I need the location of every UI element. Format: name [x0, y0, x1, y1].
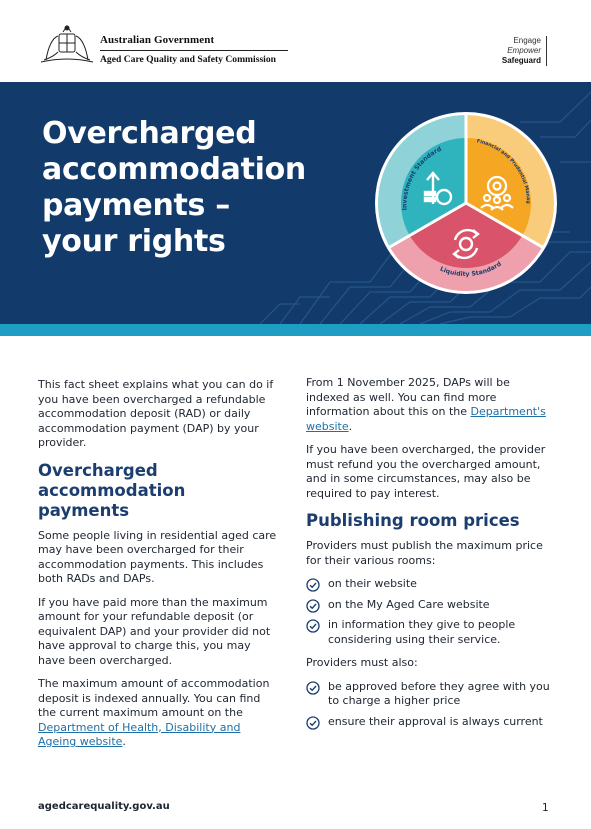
check-circle-icon — [306, 680, 320, 695]
motto-empower: Empower — [507, 46, 541, 55]
check-circle-icon — [306, 715, 320, 730]
motto: Engage Empower Safeguard — [502, 36, 547, 66]
commission-name: Aged Care Quality and Safety Commission — [100, 54, 276, 65]
list-item: on their website — [306, 577, 556, 592]
list-item-text: ensure their approval is always current — [328, 714, 543, 728]
management-team-gear-icon — [480, 175, 514, 211]
left-column: This fact sheet explains what you can do… — [38, 378, 278, 759]
paragraph: Some people living in residential aged c… — [38, 528, 277, 586]
coat-of-arms-icon — [40, 25, 94, 63]
paragraph-end: . — [348, 419, 353, 433]
title-line-3: payments – — [42, 188, 230, 223]
paragraph: Providers must also: — [306, 656, 418, 669]
list-item: in information they give to people consi… — [306, 618, 556, 647]
check-circle-icon — [306, 619, 320, 633]
paragraph-text: From 1 November 2025, DAPs will be index… — [306, 376, 510, 418]
government-logo-text: Australian Government Aged Care Quality … — [100, 34, 290, 65]
standards-wheel: Investment Standard Financial and Pruden… — [375, 112, 557, 294]
list-item-text: in information they give to people consi… — [328, 618, 516, 646]
department-health-link[interactable]: Department of Health, Disability and Age… — [38, 720, 241, 749]
page-number: 1 — [542, 802, 549, 814]
paragraph: If you have paid more than the maximum a… — [38, 595, 271, 667]
list-item-text: on the My Aged Care website — [328, 597, 490, 611]
title-line-1: Overcharged — [42, 116, 257, 151]
paragraph-end: . — [122, 735, 126, 748]
publish-locations-list: on their website on the My Aged Care web… — [306, 577, 556, 647]
title-line-2: accommodation — [42, 152, 306, 187]
intro-paragraph: This fact sheet explains what you can do… — [38, 378, 274, 449]
banner-stripe — [0, 324, 591, 336]
right-column: From 1 November 2025, DAPs will be index… — [306, 376, 556, 738]
check-circle-icon — [306, 598, 320, 613]
section-heading-room-prices: Publishing room prices — [306, 511, 520, 530]
page-title: Overcharged accommodation payments – you… — [42, 116, 342, 260]
footer-website[interactable]: agedcarequality.gov.au — [38, 801, 170, 812]
section-heading-overcharged: Overcharged accommodation payments — [38, 460, 186, 520]
list-item-text: on their website — [328, 577, 417, 590]
list-item: be approved before they agree with you t… — [306, 680, 556, 709]
motto-engage: Engage — [513, 36, 541, 45]
divider — [100, 50, 288, 51]
paragraph: If you have been overcharged, the provid… — [306, 443, 546, 500]
department-website-link[interactable]: Department's website — [306, 405, 546, 433]
paragraph: The maximum amount of accommodation depo… — [38, 677, 278, 750]
check-circle-icon — [306, 578, 320, 592]
motto-safeguard: Safeguard — [501, 56, 541, 65]
list-item: ensure their approval is always current — [306, 715, 556, 730]
title-line-4: your rights — [42, 224, 226, 259]
paragraph: Providers must publish the maximum price… — [306, 539, 543, 567]
government-name: Australian Government — [100, 34, 215, 46]
liquidity-cycle-icon — [452, 228, 480, 260]
list-item-text: be approved before they agree with you t… — [328, 679, 550, 708]
paragraph: From 1 November 2025, DAPs will be index… — [306, 376, 556, 434]
investment-growth-icon — [423, 171, 453, 206]
provider-obligations-list: be approved before they agree with you t… — [306, 680, 556, 730]
list-item: on the My Aged Care website — [306, 598, 556, 613]
paragraph-text: The maximum amount of accommodation depo… — [38, 677, 270, 719]
page-header: Australian Government Aged Care Quality … — [0, 0, 591, 82]
